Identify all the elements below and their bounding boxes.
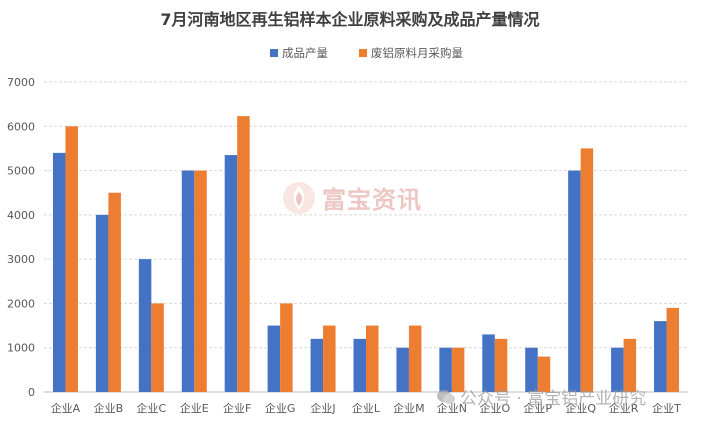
y-tick-label-5000: 5000	[7, 165, 35, 178]
bar-企业F-series-2	[237, 116, 250, 392]
bar-企业M-series-1	[396, 347, 409, 392]
bar-企业P-series-2	[537, 356, 551, 392]
bar-企业T-series-1	[654, 321, 667, 392]
bar-企业T-series-2	[666, 307, 680, 392]
bar-企业G-series-1	[267, 325, 281, 392]
x-tick-label-企业G: 企业G	[265, 401, 296, 415]
bar-企业N-series-2	[451, 347, 465, 392]
x-tick-label-企业B: 企业B	[94, 401, 124, 415]
legend-swatch-1	[270, 49, 278, 57]
legend-label-2: 废铝原料月采购量	[371, 46, 463, 60]
bar-企业Q-series-2	[580, 148, 594, 392]
x-tick-label-企业C: 企业C	[136, 401, 166, 415]
bar-企业C-series-2	[151, 303, 164, 392]
fubao-logo-icon	[283, 181, 315, 214]
watermark-center-text: 富宝资讯	[322, 186, 422, 214]
bar-企业N-series-1	[439, 347, 452, 392]
x-tick-label-企业E: 企业E	[180, 401, 209, 415]
legend-label-1: 成品产量	[282, 46, 328, 60]
watermark-center: 富宝资讯	[282, 180, 422, 215]
bar-企业G-series-2	[280, 303, 293, 392]
y-tick-label-4000: 4000	[7, 209, 35, 222]
bar-企业R-series-2	[623, 338, 637, 392]
bar-企业L-series-1	[353, 338, 366, 392]
y-tick-label-7000: 7000	[7, 76, 35, 89]
y-tick-label-3000: 3000	[7, 253, 35, 266]
watermark-bottom: 公众号 · 富宝铝产业研究	[436, 384, 646, 409]
bar-企业O-series-1	[482, 334, 495, 392]
bar-企业J-series-2	[323, 325, 336, 392]
watermark-bottom-text: 公众号 · 富宝铝产业研究	[460, 389, 647, 409]
x-tick-label-企业A: 企业A	[51, 401, 81, 415]
y-tick-label-1000: 1000	[7, 342, 35, 355]
bar-企业O-series-2	[494, 338, 508, 392]
y-tick-label-6000: 6000	[7, 120, 35, 133]
y-tick-label-0: 0	[28, 386, 35, 399]
x-tick-label-企业Q: 企业Q	[565, 401, 596, 415]
chart-title: 7月河南地区再生铝样本企业原料采购及成品产量情况	[160, 10, 539, 29]
bar-企业J-series-1	[310, 338, 324, 392]
bar-企业E-series-2	[194, 170, 207, 392]
x-tick-label-企业L: 企业L	[352, 401, 381, 415]
bar-企业B-series-1	[95, 214, 109, 392]
bar-企业E-series-1	[181, 170, 195, 392]
bar-企业A-series-2	[65, 126, 78, 393]
x-tick-label-企业R: 企业R	[609, 401, 639, 415]
bar-企业C-series-1	[138, 259, 152, 392]
bar-企业L-series-2	[366, 325, 379, 392]
x-tick-label-企业N: 企业N	[437, 401, 467, 415]
bar-企业F-series-1	[224, 155, 238, 392]
legend-swatch-2	[359, 49, 367, 57]
bar-企业B-series-2	[108, 192, 121, 392]
bar-企业M-series-2	[408, 325, 422, 392]
wechat-icon	[437, 389, 455, 404]
x-tick-label-企业M: 企业M	[393, 401, 425, 415]
bar-企业R-series-1	[611, 347, 624, 392]
x-tick-label-企业J: 企业J	[310, 401, 335, 415]
x-tick-label-企业O: 企业O	[479, 401, 510, 415]
bar-企业A-series-1	[52, 152, 66, 392]
x-tick-label-企业T: 企业T	[652, 401, 681, 415]
x-tick-label-企业P: 企业P	[523, 401, 552, 415]
y-tick-label-2000: 2000	[7, 297, 35, 310]
x-tick-label-企业F: 企业F	[223, 401, 251, 415]
bar-企业P-series-1	[525, 347, 538, 392]
bar-企业Q-series-1	[568, 170, 581, 392]
